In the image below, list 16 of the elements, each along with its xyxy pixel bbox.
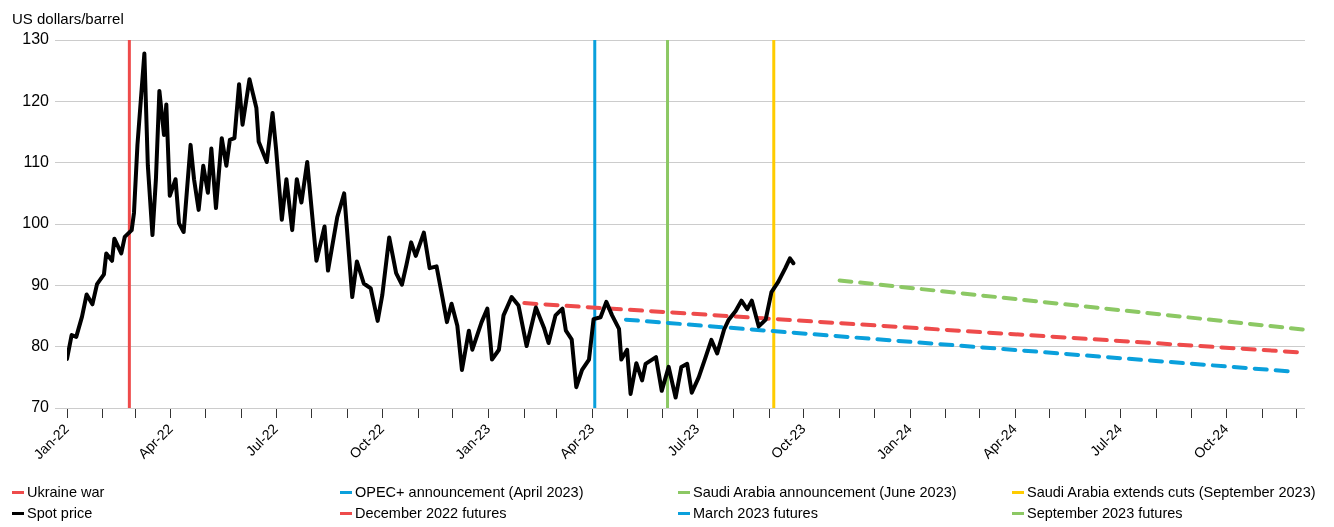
legend-label: September 2023 futures — [1027, 505, 1183, 521]
legend-label: Saudi Arabia extends cuts (September 2023) — [1027, 484, 1316, 500]
y-tick-label: 100 — [22, 214, 50, 232]
y-tick-label: 70 — [31, 398, 50, 416]
y-tick-label: 90 — [31, 275, 50, 293]
legend-label: Saudi Arabia announcement (June 2023) — [693, 484, 957, 500]
y-tick-label: 80 — [31, 337, 50, 355]
legend-label: OPEC+ announcement (April 2023) — [355, 484, 584, 500]
y-axis-title: US dollars/barrel — [12, 10, 124, 27]
legend-label: March 2023 futures — [693, 505, 818, 521]
y-tick-label: 110 — [23, 153, 50, 171]
y-tick-label: 120 — [22, 91, 50, 109]
legend-label: December 2022 futures — [355, 505, 507, 521]
legend-label: Ukraine war — [27, 484, 105, 500]
legend-label: Spot price — [27, 505, 93, 521]
y-tick-label: 130 — [22, 30, 50, 48]
